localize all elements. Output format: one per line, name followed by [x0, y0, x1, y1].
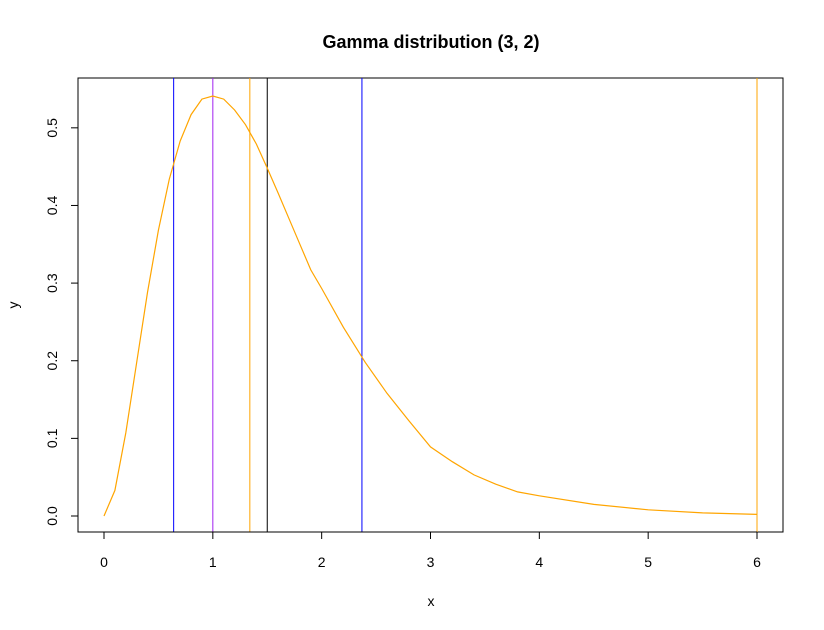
- x-tick-label: 2: [318, 554, 326, 570]
- x-tick-label: 5: [644, 554, 652, 570]
- density-curve: [103, 95, 758, 517]
- y-tick-label: 0.4: [44, 196, 60, 216]
- x-tick-label: 1: [209, 554, 217, 570]
- reference-lines: [173, 78, 758, 532]
- y-tick-label: 0.3: [44, 273, 60, 293]
- series-layer: [103, 95, 758, 517]
- chart-title: Gamma distribution (3, 2): [322, 32, 539, 52]
- x-tick-label: 6: [753, 554, 761, 570]
- x-tick-label: 0: [100, 554, 108, 570]
- y-tick-label: 0.2: [44, 351, 60, 371]
- x-tick-label: 4: [535, 554, 543, 570]
- y-axis: 0.0 0.1 0.2 0.3 0.4 0.5: [44, 118, 79, 526]
- x-tick-label: 3: [427, 554, 435, 570]
- x-axis: 0 1 2 3 4 5 6: [100, 531, 761, 570]
- y-tick-label: 0.1: [44, 428, 60, 448]
- plot-frame: [77, 77, 784, 533]
- x-axis-label: x: [428, 593, 435, 609]
- y-tick-label: 0.5: [44, 118, 60, 138]
- y-tick-label: 0.0: [44, 506, 60, 526]
- y-axis-label: y: [5, 302, 21, 309]
